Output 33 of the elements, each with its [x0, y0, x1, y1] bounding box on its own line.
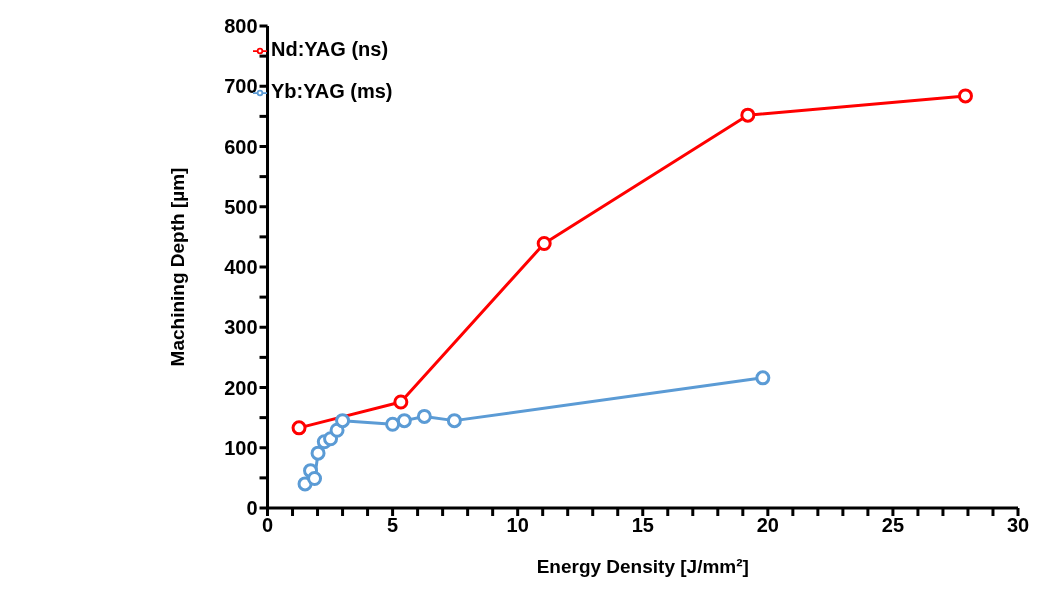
y-tick-label: 800 [224, 15, 258, 38]
point [291, 420, 307, 436]
x-tick-label: 20 [756, 514, 779, 537]
y-tick-label: 0 [246, 497, 258, 520]
legend-label: Yb:YAG (ms) [271, 80, 393, 102]
point [310, 445, 326, 461]
point [740, 107, 756, 123]
x-tick-label: 10 [506, 514, 529, 537]
y-tick-label: 600 [224, 135, 258, 158]
x-axis-title: Energy Density [J/mm²] [536, 556, 749, 577]
point [416, 408, 432, 424]
x-tick-label: 25 [881, 514, 905, 537]
point [385, 416, 401, 432]
point [755, 370, 771, 386]
point [957, 88, 973, 104]
y-tick-label: 400 [224, 256, 258, 279]
x-tick-label: 0 [261, 514, 274, 537]
point [446, 413, 462, 429]
x-tick-label: 15 [631, 514, 654, 537]
x-tick-label: 30 [1006, 514, 1030, 537]
point [335, 413, 351, 429]
y-tick-label: 300 [224, 316, 258, 339]
y-tick-label: 200 [224, 376, 258, 399]
point [393, 394, 409, 410]
y-tick-label: 500 [224, 195, 258, 218]
point [396, 413, 412, 429]
y-tick-label: 100 [224, 436, 258, 459]
x-tick-label: 5 [387, 514, 399, 537]
point [536, 236, 552, 251]
point [307, 470, 323, 486]
legend-label: Nd:YAG (ns) [271, 38, 389, 60]
y-tick-label: 700 [224, 75, 258, 98]
y-axis-title: Machining Depth [µm] [167, 167, 189, 367]
